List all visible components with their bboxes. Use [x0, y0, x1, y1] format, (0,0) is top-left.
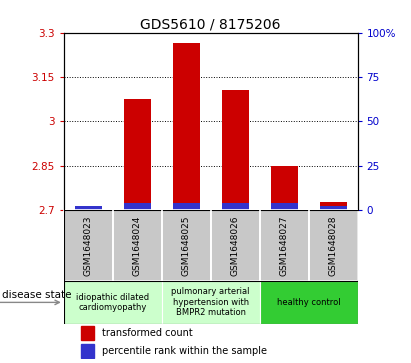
Text: pulmonary arterial
hypertension with
BMPR2 mutation: pulmonary arterial hypertension with BMP… [171, 287, 250, 317]
Text: disease state: disease state [2, 290, 72, 300]
Text: GSM1648023: GSM1648023 [84, 215, 93, 276]
Bar [222, 203, 249, 210]
Bar [124, 99, 151, 210]
Bar [75, 205, 102, 210]
Bar [81, 344, 94, 358]
Bar [222, 90, 249, 210]
Bar [124, 203, 151, 210]
Bar [320, 202, 346, 210]
Bar [320, 205, 346, 210]
Bar [211, 210, 260, 281]
Bar [64, 281, 162, 324]
Text: GSM1648024: GSM1648024 [133, 215, 142, 276]
Bar [173, 203, 200, 210]
Bar [309, 210, 358, 281]
Bar [260, 281, 358, 324]
Text: percentile rank within the sample: percentile rank within the sample [102, 346, 268, 356]
Text: GSM1648026: GSM1648026 [231, 215, 240, 276]
Text: transformed count: transformed count [102, 328, 193, 338]
Bar [162, 210, 211, 281]
Bar [260, 210, 309, 281]
Bar [162, 281, 260, 324]
Text: healthy control: healthy control [277, 298, 340, 307]
Text: GSM1648028: GSM1648028 [328, 215, 337, 276]
Bar [113, 210, 162, 281]
Bar [270, 166, 298, 210]
Bar [173, 43, 200, 210]
Bar [75, 205, 102, 210]
Bar [270, 203, 298, 210]
Text: GSM1648025: GSM1648025 [182, 215, 191, 276]
Text: GSM1648027: GSM1648027 [279, 215, 289, 276]
Text: idiopathic dilated
cardiomyopathy: idiopathic dilated cardiomyopathy [76, 293, 149, 312]
Bar [81, 326, 94, 340]
Title: GDS5610 / 8175206: GDS5610 / 8175206 [141, 17, 281, 32]
Bar [64, 210, 113, 281]
